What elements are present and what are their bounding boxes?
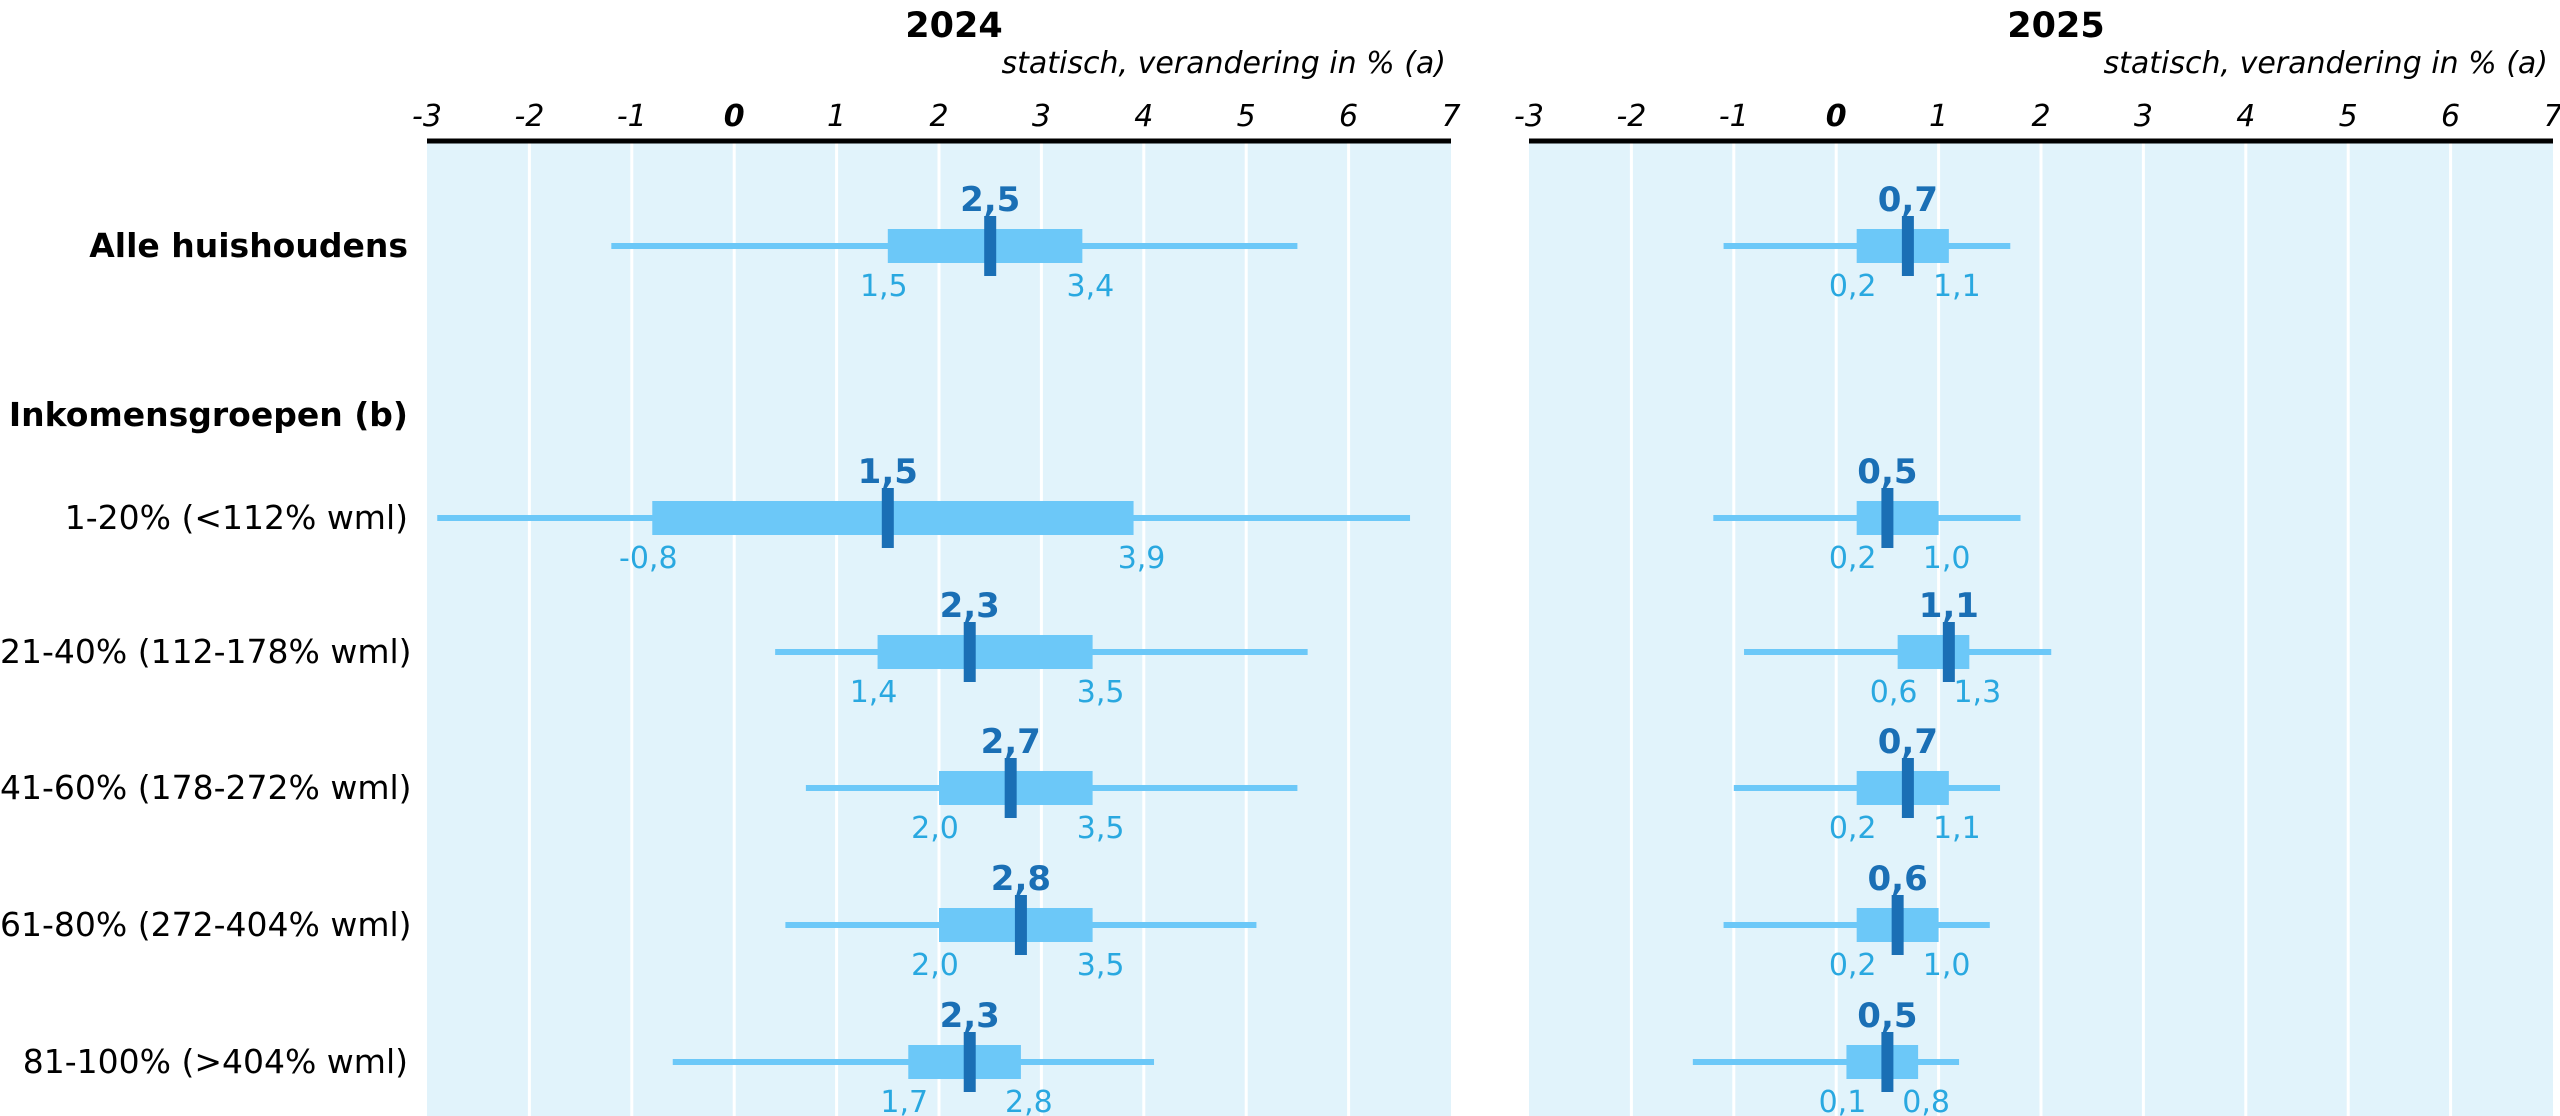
median-marker xyxy=(963,622,976,682)
x-tick-label: -1 xyxy=(617,99,647,134)
panel-title: 2025 xyxy=(2007,6,2104,46)
median-marker xyxy=(1901,758,1914,818)
x-tick-label: 7 xyxy=(2543,99,2560,134)
q3-label: 3,5 xyxy=(1077,811,1125,846)
x-tick-label: 2 xyxy=(2031,99,2050,134)
q3-label: 3,5 xyxy=(1077,675,1125,710)
panel-subtitle: statisch, verandering in % (a) xyxy=(1001,46,1446,81)
q3-label: 3,9 xyxy=(1118,541,1166,576)
median-marker xyxy=(881,488,894,548)
x-tick-label: 3 xyxy=(1032,99,1051,134)
median-marker xyxy=(984,216,997,276)
median-marker xyxy=(1881,1032,1894,1092)
q1-label: 1,7 xyxy=(880,1085,928,1116)
q1-label: -0,8 xyxy=(619,541,678,576)
median-label: 1,5 xyxy=(858,452,918,492)
median-label: 0,5 xyxy=(1857,996,1917,1036)
interquartile-box xyxy=(1897,635,1970,669)
x-tick-label: 6 xyxy=(2441,99,2460,134)
q3-label: 1,3 xyxy=(1953,675,2001,710)
q3-label: 1,0 xyxy=(1923,948,1971,983)
x-tick-label: 5 xyxy=(2339,99,2358,134)
row-label: 61-80% (272-404% wml) xyxy=(0,905,412,944)
x-tick-label: 4 xyxy=(1134,99,1153,134)
x-tick-label: 0 xyxy=(1826,99,1847,134)
q1-label: 0,2 xyxy=(1829,811,1877,846)
row-label: 41-60% (178-272% wml) xyxy=(0,768,412,807)
q3-label: 0,8 xyxy=(1902,1085,1950,1116)
x-tick-label: -1 xyxy=(1719,99,1749,134)
row-label: Alle huishoudens xyxy=(89,226,408,265)
x-tick-label: 5 xyxy=(1237,99,1256,134)
median-marker xyxy=(1901,216,1914,276)
x-tick-label: 3 xyxy=(2134,99,2153,134)
median-label: 0,6 xyxy=(1868,859,1928,899)
panel-title: 2024 xyxy=(905,6,1002,46)
x-tick-label: 7 xyxy=(1441,99,1460,134)
q3-label: 3,4 xyxy=(1067,269,1115,304)
interquartile-box xyxy=(1856,501,1939,535)
q3-label: 3,5 xyxy=(1077,948,1125,983)
x-tick-label: -3 xyxy=(1514,99,1544,134)
q3-label: 1,0 xyxy=(1923,541,1971,576)
x-tick-label: 0 xyxy=(724,99,745,134)
x-tick-label: 4 xyxy=(2236,99,2255,134)
median-label: 0,7 xyxy=(1878,180,1938,220)
x-tick-label: 6 xyxy=(1339,99,1358,134)
median-marker xyxy=(1014,895,1027,955)
median-marker xyxy=(963,1032,976,1092)
q3-label: 1,1 xyxy=(1933,269,1981,304)
median-label: 0,7 xyxy=(1878,722,1938,762)
q1-label: 1,5 xyxy=(860,269,908,304)
median-label: 0,5 xyxy=(1857,452,1917,492)
q3-label: 1,1 xyxy=(1933,811,1981,846)
q1-label: 0,2 xyxy=(1829,948,1877,983)
q1-label: 0,1 xyxy=(1819,1085,1867,1116)
q3-label: 2,8 xyxy=(1005,1085,1053,1116)
median-label: 1,1 xyxy=(1919,586,1979,626)
q1-label: 0,6 xyxy=(1870,675,1918,710)
q1-label: 1,4 xyxy=(850,675,898,710)
median-label: 2,7 xyxy=(981,722,1041,762)
median-label: 2,3 xyxy=(940,996,1000,1036)
x-tick-label: -3 xyxy=(412,99,442,134)
row-label: 1-20% (<112% wml) xyxy=(64,498,408,537)
q1-label: 2,0 xyxy=(911,948,959,983)
median-marker xyxy=(1942,622,1955,682)
median-marker xyxy=(1891,895,1904,955)
x-tick-label: 1 xyxy=(827,99,846,134)
x-tick-label: -2 xyxy=(1616,99,1646,134)
x-tick-label: -2 xyxy=(514,99,544,134)
q1-label: 0,2 xyxy=(1829,269,1877,304)
median-label: 2,8 xyxy=(991,859,1051,899)
median-label: 2,5 xyxy=(960,180,1020,220)
row-label: 21-40% (112-178% wml) xyxy=(0,632,412,671)
median-marker xyxy=(1881,488,1894,548)
panel-subtitle: statisch, verandering in % (a) xyxy=(2103,46,2548,81)
median-marker xyxy=(1004,758,1017,818)
x-tick-label: 2 xyxy=(929,99,948,134)
median-label: 2,3 xyxy=(940,586,1000,626)
interquartile-box xyxy=(877,635,1093,669)
q1-label: 0,2 xyxy=(1829,541,1877,576)
row-label: Inkomensgroepen (b) xyxy=(8,395,408,434)
q1-label: 2,0 xyxy=(911,811,959,846)
x-tick-label: 1 xyxy=(1929,99,1948,134)
row-label: 81-100% (>404% wml) xyxy=(22,1042,408,1081)
